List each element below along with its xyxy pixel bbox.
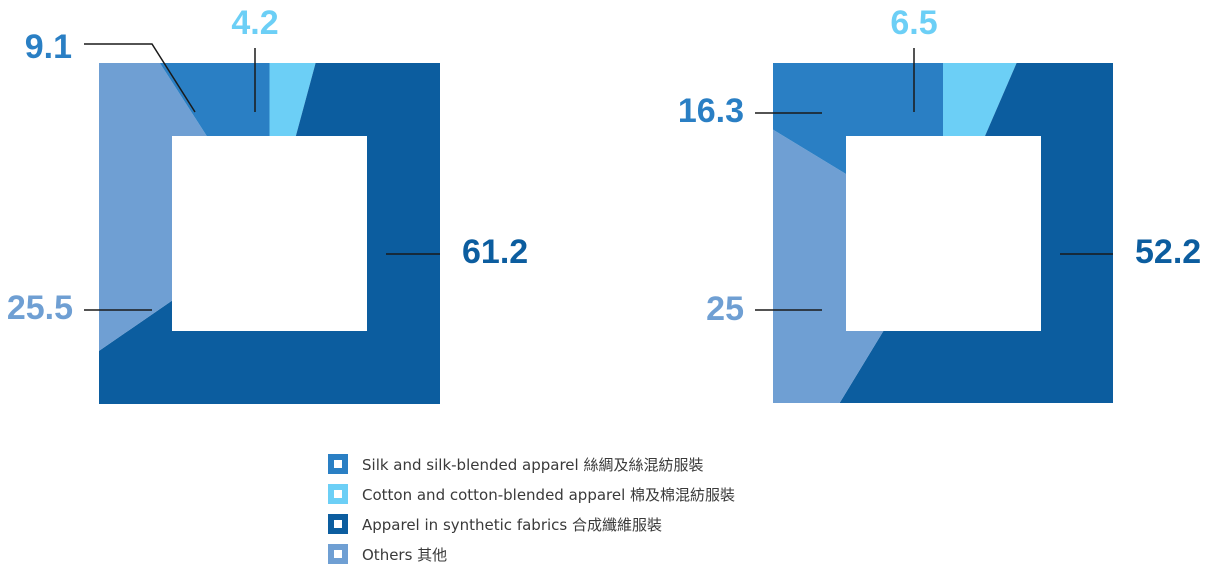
- legend-label-cotton: Cotton and cotton-blended apparel 棉及棉混紡服…: [362, 485, 736, 504]
- leader-line-silk: [84, 43, 196, 113]
- legend-label-others: Others 其他: [362, 545, 448, 564]
- center-hole: [172, 136, 367, 331]
- legend-item-others: Others 其他: [328, 543, 735, 565]
- legend-swatch-silk: [328, 454, 348, 474]
- value-label-synthetic: 61.2: [462, 233, 528, 271]
- legend-item-silk: Silk and silk-blended apparel 絲綢及絲混紡服裝: [328, 453, 735, 475]
- square-pie-chart-1: 4.2 61.2 25.5 9.1: [7, 4, 528, 404]
- square-pie-chart-2: 6.5 52.2 25 16.3: [678, 4, 1201, 403]
- slice-silk: [159, 63, 270, 234]
- legend-label-synthetic: Apparel in synthetic fabrics 合成纖維服裝: [362, 515, 662, 534]
- legend-item-cotton: Cotton and cotton-blended apparel 棉及棉混紡服…: [328, 483, 735, 505]
- value-label-cotton: 4.2: [231, 4, 278, 42]
- legend: Silk and silk-blended apparel 絲綢及絲混紡服裝 C…: [328, 453, 735, 573]
- value-label-silk: 9.1: [25, 28, 72, 66]
- legend-swatch-others: [328, 544, 348, 564]
- value-label-synthetic: 52.2: [1135, 233, 1201, 271]
- value-label-cotton: 6.5: [890, 4, 937, 42]
- legend-item-synthetic: Apparel in synthetic fabrics 合成纖維服裝: [328, 513, 735, 535]
- value-label-others: 25: [706, 290, 744, 328]
- legend-swatch-cotton: [328, 484, 348, 504]
- legend-label-silk: Silk and silk-blended apparel 絲綢及絲混紡服裝: [362, 455, 704, 474]
- center-hole: [846, 136, 1041, 331]
- value-label-silk: 16.3: [678, 92, 744, 130]
- legend-swatch-synthetic: [328, 514, 348, 534]
- value-label-others: 25.5: [7, 289, 73, 327]
